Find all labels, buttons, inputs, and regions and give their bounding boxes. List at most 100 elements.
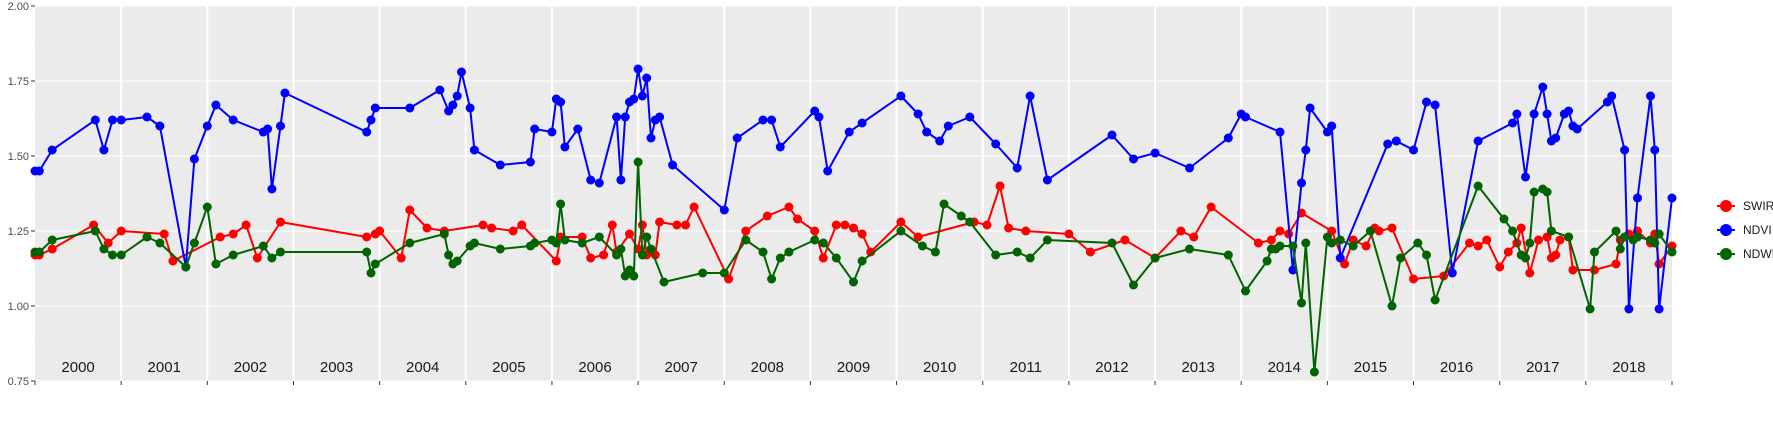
- data-point-ndwi: [439, 229, 449, 239]
- year-label: 2018: [1612, 359, 1645, 376]
- data-point-ndwi: [530, 238, 540, 248]
- data-point-ndvi: [1473, 136, 1483, 146]
- data-point-ndvi: [655, 112, 665, 122]
- data-point-ndwi: [1262, 256, 1272, 266]
- data-point-swir: [478, 220, 488, 230]
- data-point-ndwi: [939, 199, 949, 209]
- data-point-ndwi: [181, 262, 191, 272]
- data-point-ndvi: [547, 127, 557, 137]
- data-point-ndvi: [616, 175, 626, 185]
- data-point-swir: [607, 220, 617, 230]
- data-point-ndwi: [1529, 187, 1539, 197]
- legend-label-swir: SWIR: [1743, 199, 1773, 213]
- data-point-ndvi: [719, 205, 729, 215]
- data-point-ndvi: [1624, 304, 1634, 314]
- data-point-ndwi: [629, 271, 639, 281]
- data-point-ndwi: [849, 277, 858, 287]
- data-point-ndwi: [594, 232, 604, 242]
- data-point-ndwi: [1309, 367, 1319, 377]
- data-point-ndvi: [465, 103, 475, 113]
- data-point-swir: [689, 202, 699, 212]
- data-point-swir: [1516, 223, 1526, 233]
- data-point-ndvi: [495, 160, 505, 170]
- data-point-swir: [47, 244, 57, 254]
- data-point-ndwi: [108, 250, 117, 260]
- data-point-ndvi: [366, 115, 376, 125]
- data-point-ndwi: [1633, 232, 1642, 242]
- data-point-ndvi: [1223, 133, 1233, 143]
- data-point-ndwi: [1525, 238, 1535, 248]
- data-point-ndvi: [1042, 175, 1052, 185]
- data-point-ndwi: [1396, 253, 1406, 263]
- data-point-swir: [1551, 250, 1561, 260]
- legend-key-swir: [1715, 195, 1737, 217]
- legend-label-ndwi: NDWI: [1743, 247, 1773, 261]
- data-point-ndvi: [1650, 145, 1660, 155]
- data-point-ndwi: [99, 244, 109, 254]
- data-point-swir: [1253, 238, 1263, 248]
- data-point-ndwi: [1620, 232, 1630, 242]
- data-point-ndvi: [1572, 124, 1582, 134]
- data-point-ndvi: [1512, 109, 1522, 119]
- data-point-ndvi: [1447, 268, 1457, 278]
- data-point-ndvi: [1327, 121, 1337, 131]
- data-point-swir: [1387, 223, 1397, 233]
- data-point-ndvi: [965, 112, 975, 122]
- data-point-ndwi: [362, 247, 372, 257]
- series-ndvi: [30, 64, 1677, 314]
- data-point-ndvi: [573, 124, 583, 134]
- data-point-ndvi: [155, 121, 165, 131]
- minor-gridlines: [35, 43, 1672, 344]
- data-point-swir: [1525, 268, 1535, 278]
- data-point-ndvi: [405, 103, 415, 113]
- data-point-swir: [1590, 265, 1599, 275]
- data-point-ndwi: [1107, 238, 1117, 248]
- data-point-swir: [655, 217, 665, 227]
- data-point-ndvi: [668, 160, 678, 170]
- data-point-ndvi: [1430, 100, 1440, 110]
- data-point-swir: [586, 253, 596, 263]
- data-point-swir: [517, 220, 527, 230]
- data-point-ndvi: [620, 112, 630, 122]
- data-point-swir: [1555, 235, 1565, 245]
- data-point-ndwi: [642, 232, 652, 242]
- data-point-swir: [784, 202, 794, 212]
- data-point-ndwi: [189, 238, 199, 248]
- data-point-ndvi: [1012, 163, 1022, 173]
- data-point-ndvi: [991, 139, 1001, 149]
- series-ndwi: [30, 157, 1677, 377]
- data-point-ndwi: [267, 253, 277, 263]
- data-point-ndwi: [211, 259, 221, 269]
- y-axis: 0.75 1.00 1.25 1.50 1.75 2.00: [8, 1, 35, 388]
- data-point-ndwi: [1499, 214, 1509, 224]
- legend-item-ndwi: NDWI: [1715, 242, 1773, 266]
- data-point-ndvi: [99, 145, 109, 155]
- data-point-ndvi: [1551, 133, 1561, 143]
- data-point-swir: [762, 211, 772, 221]
- data-point-ndwi: [1185, 244, 1194, 254]
- data-point-swir: [375, 226, 385, 236]
- data-point-ndwi: [366, 268, 376, 278]
- data-point-ndwi: [444, 250, 454, 260]
- data-point-swir: [1409, 274, 1418, 284]
- year-label: 2008: [751, 359, 784, 376]
- data-point-ndvi: [263, 124, 273, 134]
- data-point-swir: [896, 217, 906, 227]
- data-point-ndwi: [560, 235, 570, 245]
- data-point-ndwi: [1223, 250, 1233, 260]
- data-point-ndwi: [741, 235, 751, 245]
- data-point-swir: [818, 253, 828, 263]
- data-point-ndwi: [1129, 280, 1138, 290]
- data-point-swir: [1004, 223, 1014, 233]
- data-point-swir: [1465, 238, 1474, 248]
- data-point-ndwi: [1564, 232, 1574, 242]
- data-point-ndvi: [1607, 91, 1617, 101]
- data-point-ndwi: [202, 202, 212, 212]
- data-point-ndwi: [784, 247, 794, 257]
- data-point-ndwi: [896, 226, 906, 236]
- data-point-swir: [1176, 226, 1186, 236]
- data-point-ndvi: [560, 142, 570, 152]
- data-point-ndwi: [1327, 238, 1337, 248]
- data-point-ndvi: [34, 166, 44, 176]
- data-point-ndwi: [1508, 226, 1518, 236]
